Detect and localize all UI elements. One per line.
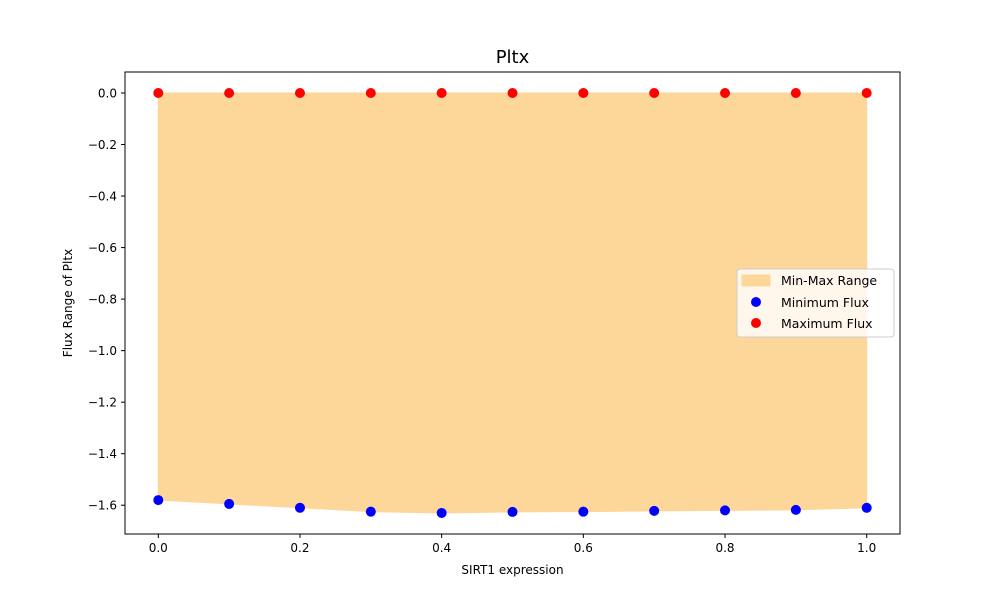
y-tick-label: −1.4	[88, 447, 117, 461]
y-tick-label: −1.6	[88, 499, 117, 513]
minimum-flux-point	[649, 505, 660, 516]
x-tick-label: 0.4	[432, 541, 451, 555]
y-tick-label: −1.0	[88, 344, 117, 358]
x-tick-label: 0.6	[574, 541, 593, 555]
minimum-flux-point	[720, 505, 731, 516]
legend-label-range: Min-Max Range	[781, 273, 877, 288]
minimum-flux-point	[365, 506, 376, 517]
legend-label-minimum: Minimum Flux	[781, 295, 869, 310]
maximum-flux-point	[790, 88, 801, 98]
plot-area	[153, 88, 872, 518]
chart-title: Pltx	[496, 47, 530, 68]
legend: Min-Max Range Minimum Flux Maximum Flux	[736, 268, 895, 338]
y-tick-label: −0.6	[88, 241, 117, 255]
minimum-flux-point	[861, 502, 872, 513]
minimum-flux-point	[790, 504, 801, 515]
maximum-flux-point	[224, 88, 235, 98]
maximum-flux-point	[294, 88, 305, 98]
maximum-flux-point	[436, 88, 447, 98]
y-axis-title: Flux Range of Pltx	[61, 249, 75, 357]
maximum-flux-point	[861, 88, 872, 98]
y-tick-label: −0.2	[88, 138, 117, 152]
legend-frame	[736, 268, 895, 338]
y-tick-label: 0.0	[98, 86, 117, 100]
data-markers	[153, 88, 872, 518]
maximum-flux-point	[153, 88, 164, 98]
y-axis: 0.0 −0.2 −0.4 −0.6 −0.8 −1.0 −1.2 −1.4 −1.6	[88, 86, 125, 513]
x-tick-label: 0.2	[290, 541, 309, 555]
x-axis: 0.0 0.2 0.4 0.6 0.8 1.0	[149, 534, 876, 555]
minimum-flux-point	[224, 498, 235, 509]
legend-marker-minimum	[751, 297, 761, 307]
legend-swatch-range	[741, 274, 771, 287]
minimum-flux-point	[507, 506, 518, 517]
y-tick-label: −0.4	[88, 190, 117, 204]
maximum-flux-point	[720, 88, 731, 98]
legend-label-maximum: Maximum Flux	[781, 316, 873, 331]
x-axis-title: SIRT1 expression	[461, 563, 563, 577]
x-tick-label: 0.0	[149, 541, 168, 555]
minimum-flux-point	[578, 506, 589, 517]
maximum-flux-point	[365, 88, 376, 98]
maximum-flux-point	[649, 88, 660, 98]
y-tick-label: −0.8	[88, 293, 117, 307]
y-tick-label: −1.2	[88, 396, 117, 410]
minimum-flux-point	[153, 495, 164, 506]
maximum-flux-point	[578, 88, 589, 98]
minimum-flux-point	[436, 507, 447, 518]
x-tick-label: 0.8	[715, 541, 734, 555]
x-tick-label: 1.0	[857, 541, 876, 555]
plot-frame	[124, 71, 901, 535]
maximum-flux-point	[507, 88, 518, 98]
minimum-flux-point	[294, 502, 305, 513]
legend-marker-maximum	[751, 318, 761, 328]
